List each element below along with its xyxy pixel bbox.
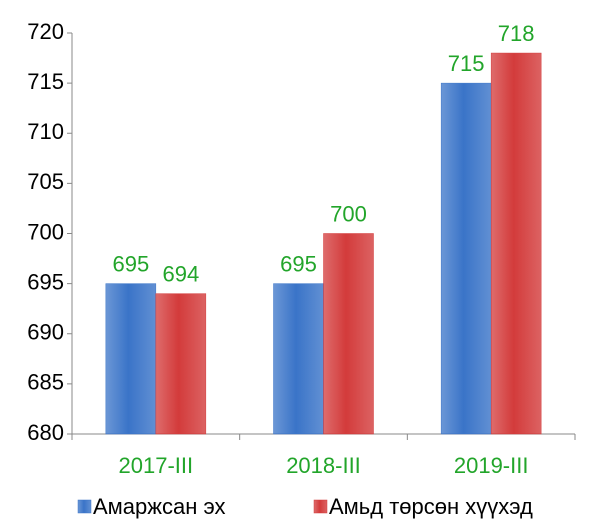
y-tick-label: 680: [27, 420, 64, 445]
value-label: 695: [112, 251, 149, 276]
y-tick-label: 695: [27, 269, 64, 294]
y-tick-label: 715: [27, 69, 64, 94]
bar: [105, 283, 157, 435]
legend-label: Амьд төрсөн хүүхэд: [329, 494, 533, 519]
y-tick-label: 720: [27, 19, 64, 44]
y-tick-label: 705: [27, 169, 64, 194]
value-label: 718: [498, 21, 535, 46]
y-tick-label: 710: [27, 119, 64, 144]
value-label: 715: [448, 51, 485, 76]
value-label: 700: [330, 201, 367, 226]
bar: [323, 233, 374, 435]
bar: [273, 283, 324, 435]
x-tick-label: 2018-III: [286, 453, 361, 478]
x-tick-label: 2019-III: [454, 453, 529, 478]
bar: [440, 82, 492, 435]
y-tick-label: 690: [27, 320, 64, 345]
x-tick-label: 2017-III: [119, 453, 194, 478]
legend-swatch: [77, 499, 92, 514]
legend-label: Амаржсан эх: [93, 494, 225, 519]
value-label: 695: [280, 251, 317, 276]
legend-swatch: [313, 499, 328, 514]
bar: [490, 52, 542, 435]
value-label: 694: [162, 261, 199, 286]
y-tick-label: 700: [27, 219, 64, 244]
bar: [155, 293, 207, 435]
y-tick-label: 685: [27, 370, 64, 395]
